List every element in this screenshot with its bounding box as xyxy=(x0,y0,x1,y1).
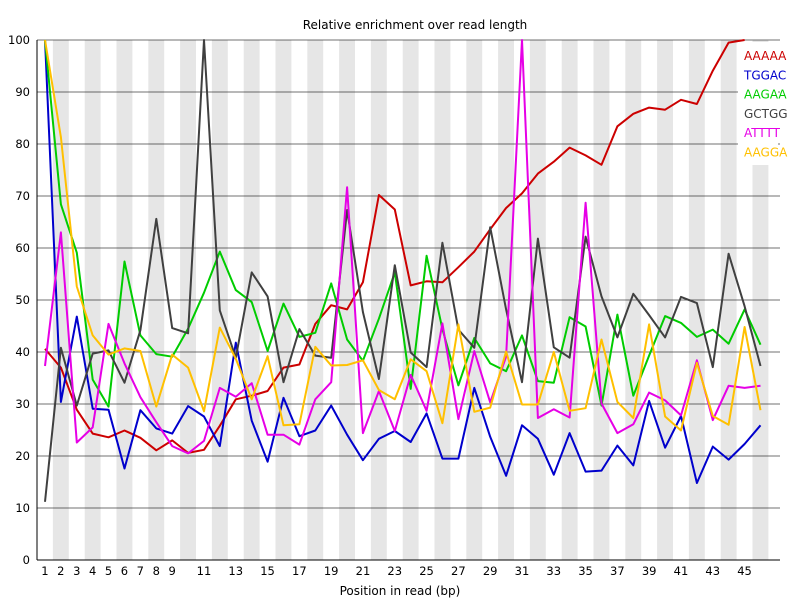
series-line-gctgg xyxy=(44,39,762,502)
series-line-tggac xyxy=(44,39,762,484)
x-tick-label: 19 xyxy=(324,564,339,578)
legend-entry-tggac: TGGAC xyxy=(743,68,786,82)
series-line-aaaaa xyxy=(44,39,745,454)
x-tick-label: 37 xyxy=(610,564,625,578)
x-tick-label: 35 xyxy=(578,564,593,578)
x-tick-label: 23 xyxy=(387,564,402,578)
y-tick-label: 80 xyxy=(15,137,30,151)
x-tick-label: 5 xyxy=(105,564,112,578)
y-tick-label: 100 xyxy=(8,33,30,47)
x-tick-label: 4 xyxy=(89,564,96,578)
x-tick-label: 27 xyxy=(451,564,466,578)
y-tick-label: 20 xyxy=(15,449,30,463)
x-tick-label: 41 xyxy=(674,564,689,578)
legend-entry-aagaa: AAGAA xyxy=(744,88,787,102)
legend-entry-aagga: AAGGA xyxy=(744,146,788,160)
x-tick-label: 21 xyxy=(356,564,371,578)
x-tick-label: 45 xyxy=(737,564,752,578)
x-tick-label: 3 xyxy=(73,564,80,578)
y-tick-label: 10 xyxy=(15,501,30,515)
legend-box xyxy=(738,42,778,165)
x-tick-label: 25 xyxy=(419,564,434,578)
y-tick-label: 50 xyxy=(15,293,30,307)
x-tick-label: 17 xyxy=(292,564,307,578)
x-tick-label: 13 xyxy=(228,564,243,578)
x-tick-label: 39 xyxy=(642,564,657,578)
x-tick-label: 11 xyxy=(197,564,212,578)
x-tick-label: 31 xyxy=(515,564,530,578)
x-tick-label: 43 xyxy=(705,564,720,578)
x-tick-label: 2 xyxy=(57,564,64,578)
x-tick-label: 15 xyxy=(260,564,275,578)
x-tick-label: 1 xyxy=(41,564,48,578)
x-axis: 1 2 3 4 5 6 7 8 9 11 13 15 17 19 21 23 25 27 29 31 33 35 37 39 4… xyxy=(37,559,780,578)
x-tick-label: 8 xyxy=(153,564,160,578)
legend-entry-atttt: ATTTT xyxy=(744,126,781,140)
chart-title: Relative enrichment over read length xyxy=(303,18,528,32)
y-tick-label: 60 xyxy=(15,241,30,255)
series-lines xyxy=(44,39,762,502)
y-tick-label: 90 xyxy=(15,85,30,99)
y-tick-label: 30 xyxy=(15,397,30,411)
x-tick-label: 7 xyxy=(137,564,144,578)
x-axis-label: Position in read (bp) xyxy=(340,584,461,598)
legend: AAAAA TGGAC AAGAA GCTGG ATTTT AAGGA xyxy=(738,42,788,165)
y-tick-label: 40 xyxy=(15,345,30,359)
legend-entry-aaaaa: AAAAA xyxy=(744,49,787,63)
y-tick-label: 0 xyxy=(23,553,30,567)
y-tick-label: 70 xyxy=(15,189,30,203)
legend-entry-gctgg: GCTGG xyxy=(744,107,788,121)
series-line-aagga xyxy=(44,39,762,432)
x-tick-label: 6 xyxy=(121,564,128,578)
x-tick-label: 9 xyxy=(168,564,175,578)
y-axis: 0 10 20 30 40 50 60 70 80 90 100 xyxy=(8,33,780,567)
series-line-atttt xyxy=(44,39,761,455)
x-tick-label: 29 xyxy=(483,564,498,578)
x-tick-label: 33 xyxy=(546,564,561,578)
